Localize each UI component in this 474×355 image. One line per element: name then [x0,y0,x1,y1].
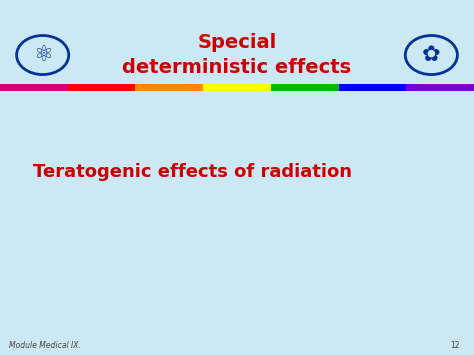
Text: Teratogenic effects of radiation: Teratogenic effects of radiation [33,163,352,181]
Text: Module Medical IX.: Module Medical IX. [9,341,82,350]
Text: Special: Special [197,33,277,52]
Bar [0,84,68,91]
Bar [271,84,338,91]
Text: ✿: ✿ [422,45,441,65]
Bar [338,84,406,91]
Bar [406,84,474,91]
Text: 12: 12 [450,341,460,350]
Bar [136,84,203,91]
Text: deterministic effects: deterministic effects [122,58,352,77]
Bar [68,84,136,91]
Text: ⚛: ⚛ [33,45,53,65]
Bar [203,84,271,91]
